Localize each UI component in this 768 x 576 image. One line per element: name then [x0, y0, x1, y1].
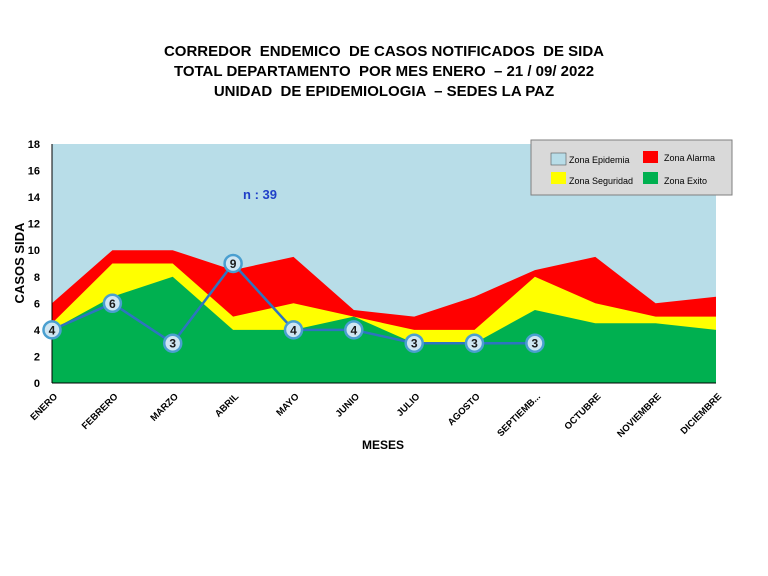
data-label: 3 — [532, 337, 539, 351]
y-tick-label: 14 — [28, 192, 41, 204]
zones-layer — [52, 144, 716, 383]
chart-title-line-3: UNIDAD DE EPIDEMIOLOGIA – SEDES LA PAZ — [213, 83, 555, 100]
series-point — [404, 333, 424, 353]
chart-title-line-2: TOTAL DEPARTAMENTO POR MES ENERO – 21 / … — [173, 63, 595, 80]
zone-area-3 — [52, 276, 716, 383]
x-tick-labels: ENERO FEBRERO MARZO ABRIL MAYO JUNIO JULIO AGOS… — [28, 391, 724, 440]
y-axis-label: CASOS SIDA — [12, 222, 27, 304]
series-point — [223, 253, 243, 274]
y-tick-label: 0 — [34, 378, 40, 390]
data-label: 3 — [411, 337, 418, 351]
series-point — [464, 333, 485, 353]
legend-label-seguridad: Zona Seguridad — [569, 176, 633, 186]
x-tick-label: ENERO — [28, 391, 60, 423]
sample-size-annotation: n : 39 — [243, 187, 277, 202]
y-tick-labels: 0 2 4 6 8 10 12 14 16 18 — [28, 139, 41, 390]
series-layer: 4 6 3 9 4 4 3 3 3 — [42, 253, 545, 353]
chart-title: CORREDOR ENDEMICO DE CASOS NOTIFICADOS D… — [0, 42, 768, 102]
data-label: 3 — [471, 337, 478, 351]
x-tick-label: JULIO — [395, 391, 423, 419]
legend-box — [530, 139, 733, 196]
y-tick-label: 18 — [28, 139, 40, 151]
x-tick-label: MARZO — [148, 391, 180, 423]
y-tick-label: 4 — [34, 325, 41, 337]
x-tick-label: DICIEMBRE — [679, 391, 724, 436]
data-label: 3 — [169, 337, 176, 351]
legend-label-alarma: Zona Alarma — [664, 153, 715, 163]
legend-swatch-seguridad — [551, 172, 566, 184]
data-label: 9 — [230, 257, 237, 271]
axes-layer — [51, 144, 716, 384]
y-tick-label: 8 — [34, 272, 40, 284]
series-point — [344, 320, 364, 340]
series-point — [42, 320, 62, 340]
data-label: 4 — [290, 323, 297, 337]
series-point — [162, 333, 183, 353]
y-tick-label: 2 — [34, 351, 40, 363]
chart-title-line-1: CORREDOR ENDEMICO DE CASOS NOTIFICADOS D… — [163, 43, 605, 60]
data-label: 4 — [350, 323, 357, 337]
legend-swatch-exito — [643, 172, 658, 184]
x-tick-label: FEBRERO — [80, 391, 121, 432]
data-label: 6 — [109, 297, 116, 311]
y-tick-label: 6 — [34, 298, 40, 310]
x-tick-label: JUNIO — [334, 391, 362, 419]
x-tick-label: MAYO — [274, 391, 301, 418]
x-tick-label: AGOSTO — [446, 391, 483, 428]
x-tick-label: SEPTIEMB... — [495, 391, 543, 439]
legend-label-exito: Zona Exito — [664, 176, 707, 186]
data-label: 4 — [49, 323, 56, 337]
x-axis-label: MESES — [362, 438, 404, 452]
series-point — [283, 320, 304, 340]
legend-swatch-alarma — [643, 151, 658, 163]
x-tick-label: ABRIL — [213, 391, 241, 419]
y-tick-label: 16 — [28, 166, 40, 178]
legend-label-epidemia: Zona Epidemia — [569, 155, 630, 165]
y-tick-label: 10 — [28, 245, 40, 257]
y-tick-label: 12 — [28, 219, 40, 231]
legend: Zona Epidemia Zona Alarma Zona Seguridad… — [530, 139, 733, 196]
legend-swatch-epidemia — [550, 152, 567, 166]
series-point — [525, 333, 545, 353]
x-tick-label: OCTUBRE — [562, 391, 603, 432]
x-tick-label: NOVIEMBRE — [615, 391, 663, 439]
series-point — [102, 293, 123, 314]
